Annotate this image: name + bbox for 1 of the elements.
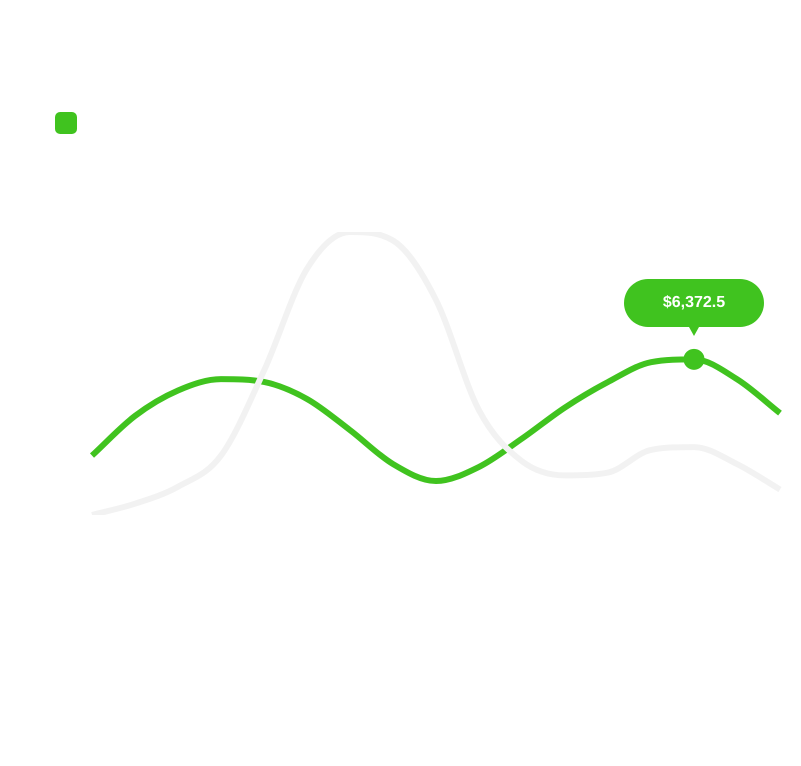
annotation: $6,372.5: [662, 294, 726, 312]
